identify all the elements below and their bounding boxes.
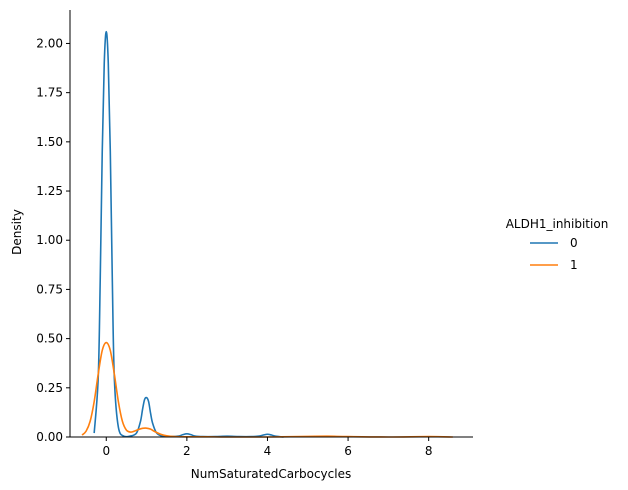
y-tick-label: 1.25 [36,184,63,198]
density-curves [81,30,453,438]
x-tick-label: 2 [183,444,191,458]
x-tick-label: 8 [425,444,433,458]
legend: ALDH1_inhibition 0 1 [506,217,609,272]
y-axis-label: Density [10,209,24,255]
x-axis-label: NumSaturatedCarbocycles [191,467,351,481]
density-curve-series-0 [93,30,284,438]
y-tick-label: 0.75 [36,282,63,296]
y-tick-label: 0.25 [36,381,63,395]
x-tick-label: 0 [102,444,110,458]
axes: 0 2 4 6 8 0.00 0.25 0.50 0.75 1.00 1.25 1.50 1.75 2.0… [36,10,473,458]
density-curve-series-1 [81,341,453,438]
x-tick-label: 4 [264,444,272,458]
y-tick-label: 1.50 [36,135,63,149]
y-tick-label: 0.00 [36,430,63,444]
legend-title: ALDH1_inhibition [506,217,609,231]
legend-label-series-1: 1 [570,258,578,272]
x-tick-label: 6 [344,444,352,458]
y-tick-label: 2.00 [36,36,63,50]
y-tick-label: 0.50 [36,332,63,346]
legend-label-series-0: 0 [570,236,578,250]
y-tick-label: 1.75 [36,86,63,100]
y-tick-label: 1.00 [36,233,63,247]
